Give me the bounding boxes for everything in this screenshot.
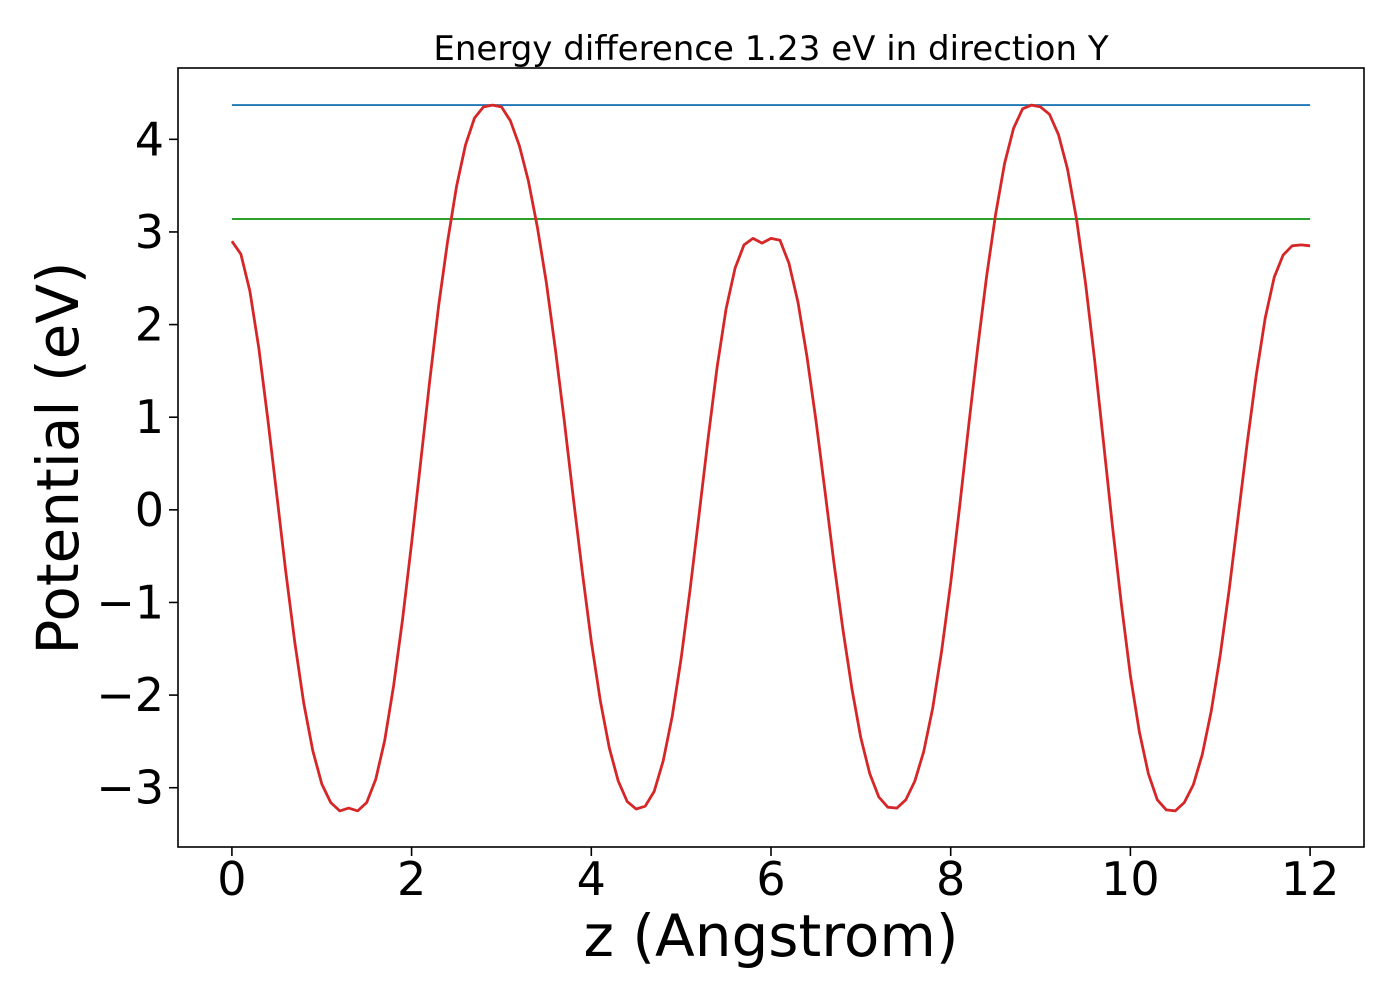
x-tick-label: 2 xyxy=(397,852,426,906)
y-axis-ticks: −3 −2 −1 0 1 2 3 4 xyxy=(96,112,178,815)
y-tick-label: −1 xyxy=(96,575,164,629)
x-tick-label: 4 xyxy=(577,852,606,906)
x-tick-label: 6 xyxy=(756,852,785,906)
series-layer xyxy=(230,103,1311,813)
y-tick-label: 1 xyxy=(135,390,164,444)
x-tick-label: 8 xyxy=(936,852,965,906)
y-tick-label: 4 xyxy=(135,112,164,166)
chart-title: Energy difference 1.23 eV in direction Y xyxy=(433,29,1108,69)
y-tick-label: 2 xyxy=(135,298,164,352)
x-tick-label: 10 xyxy=(1101,852,1160,906)
x-tick-label: 0 xyxy=(217,852,246,906)
y-tick-label: 3 xyxy=(135,205,164,259)
x-axis-title: z (Angstrom) xyxy=(584,902,959,970)
x-axis-ticks: 0 2 4 6 8 10 12 xyxy=(217,847,1339,906)
y-tick-label: −3 xyxy=(96,761,164,815)
y-tick-label: −2 xyxy=(96,668,164,722)
x-tick-label: 12 xyxy=(1281,852,1340,906)
potential-curve-line xyxy=(230,103,1311,813)
plot-area xyxy=(177,67,1365,848)
y-axis-title: Potential (eV) xyxy=(24,261,92,654)
y-tick-label: 0 xyxy=(135,483,164,537)
